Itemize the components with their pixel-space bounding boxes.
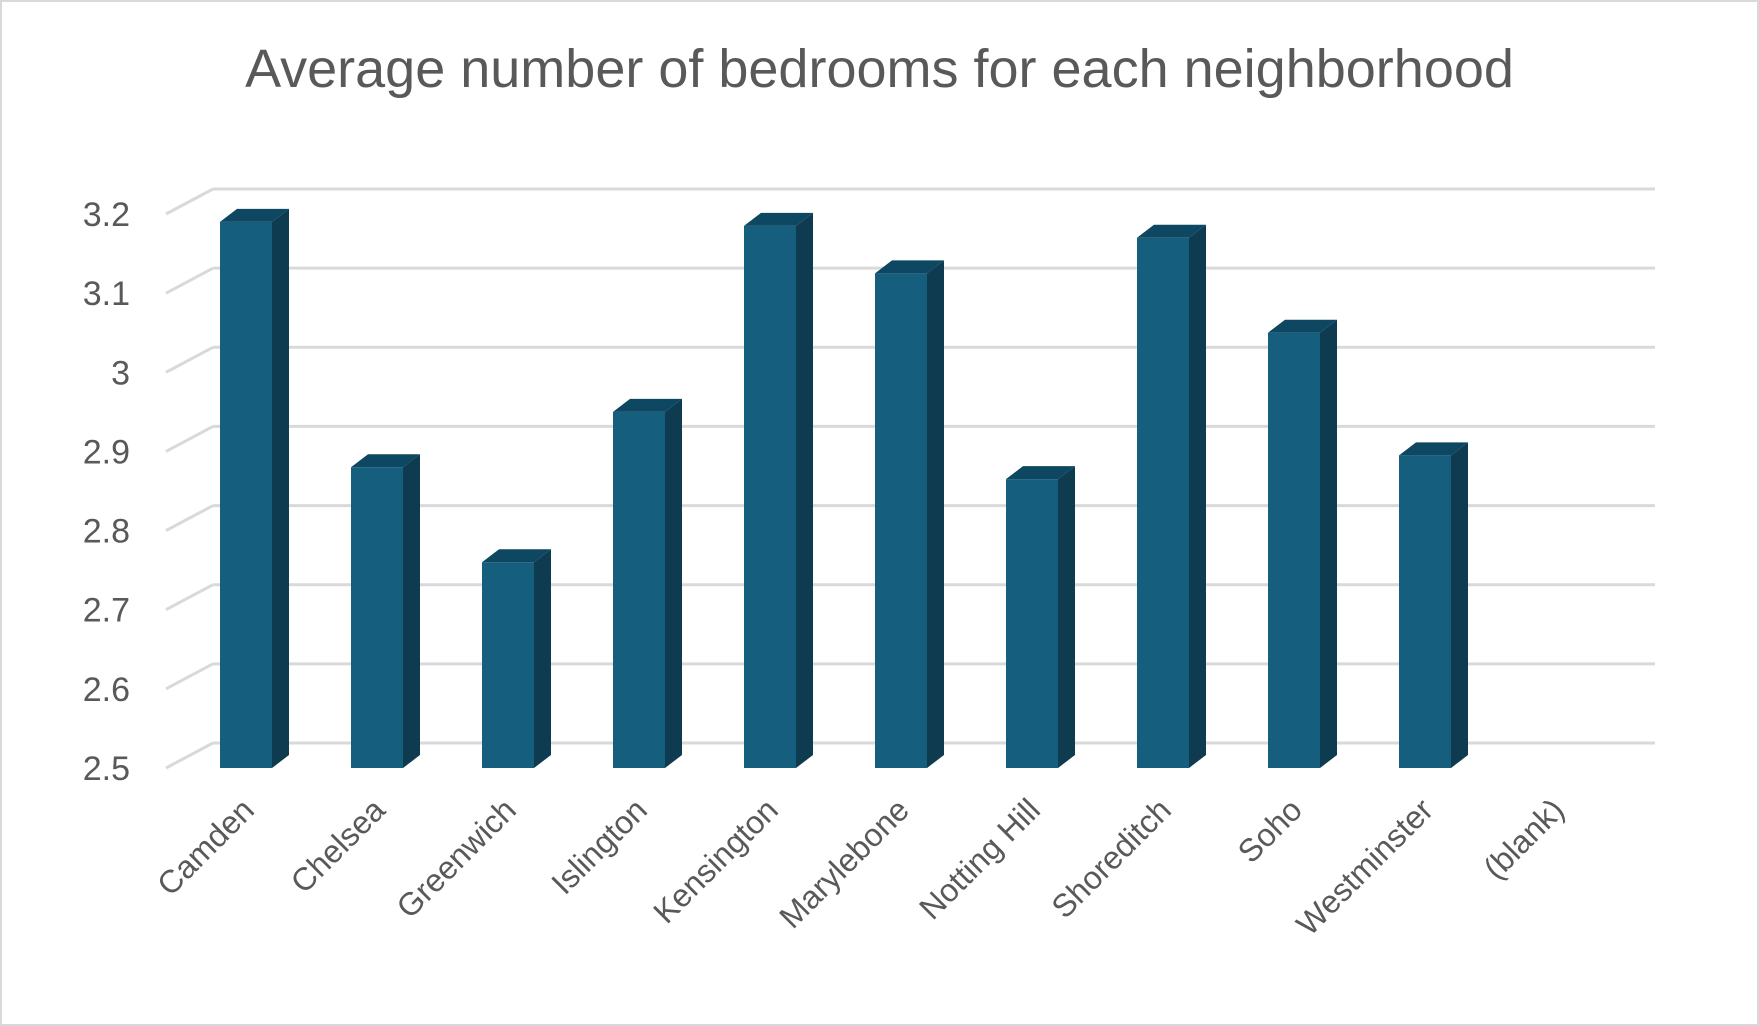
bar (220, 208, 289, 768)
bar-top (1399, 442, 1468, 456)
bar-top (875, 260, 944, 274)
bar (1137, 224, 1206, 768)
x-tick-label: Kensington (646, 791, 785, 930)
x-tick-label: Notting Hill (912, 791, 1047, 926)
bar-side (1058, 466, 1075, 768)
x-tick-label: Camden (150, 791, 261, 902)
y-tick-label: 2.5 (83, 750, 130, 788)
y-tick-label: 2.7 (83, 592, 130, 630)
x-tick-label: Shoreditch (1044, 791, 1178, 925)
gridline-depth (165, 266, 214, 295)
bar-front (220, 221, 272, 768)
x-tick-label: Chelsea (283, 791, 392, 900)
y-axis: 2.5 2.6 2.7 2.8 2.9 3 3.1 3.2 (83, 196, 130, 788)
bar-side (272, 208, 289, 768)
bar-top (1137, 224, 1206, 238)
x-tick-label: (blank) (1476, 791, 1571, 886)
bar-top (351, 454, 420, 468)
bars (220, 208, 1468, 768)
bar-front (875, 273, 927, 768)
bar-side (927, 260, 944, 768)
bar-front (1137, 237, 1189, 768)
bar-side (796, 212, 813, 768)
bar-front (744, 225, 796, 768)
bar-side (665, 398, 682, 768)
gridline-depth (165, 504, 214, 532)
bar-side (1189, 224, 1206, 768)
bar-top (1006, 466, 1075, 480)
bar-side (403, 454, 420, 768)
bar (744, 212, 813, 768)
bar-top (220, 208, 289, 222)
bar (1399, 442, 1468, 768)
chart-title: Average number of bedrooms for each neig… (245, 39, 1514, 99)
bar-front (1268, 332, 1320, 768)
bar-front (351, 467, 403, 768)
gridline-depth (165, 662, 214, 691)
gridline-depth (165, 187, 214, 216)
bar-front (1399, 455, 1451, 768)
bar-top (482, 549, 551, 563)
y-tick-label: 2.9 (83, 433, 130, 471)
gridline-depth (165, 345, 214, 374)
bar-front (482, 562, 534, 768)
bar-side (534, 549, 551, 768)
bar-side (1320, 319, 1337, 768)
bar (1006, 466, 1075, 768)
bar (1268, 319, 1337, 768)
x-tick-label: Soho (1231, 791, 1309, 869)
bar (875, 260, 944, 768)
bar-top (744, 212, 813, 226)
y-tick-label: 3.2 (83, 196, 130, 234)
bar-side (1451, 442, 1468, 768)
y-tick-label: 2.6 (83, 671, 130, 709)
x-tick-label: Marylebone (772, 791, 916, 935)
bar-top (1268, 319, 1337, 333)
bar-front (1006, 479, 1058, 768)
y-tick-label: 2.8 (83, 513, 130, 551)
bar (613, 398, 682, 768)
y-tick-label: 3 (111, 354, 130, 392)
x-tick-label: Westminster (1289, 791, 1440, 942)
bar-front (613, 411, 665, 768)
x-tick-label: Islington (544, 791, 654, 901)
y-tick-label: 3.1 (83, 275, 130, 313)
gridline-depth (165, 583, 214, 612)
bar (351, 454, 420, 768)
bar (482, 549, 551, 768)
gridline-depth (165, 741, 214, 770)
bar-top (613, 398, 682, 412)
gridline-depth (165, 425, 214, 453)
x-tick-label: Greenwich (389, 791, 523, 925)
